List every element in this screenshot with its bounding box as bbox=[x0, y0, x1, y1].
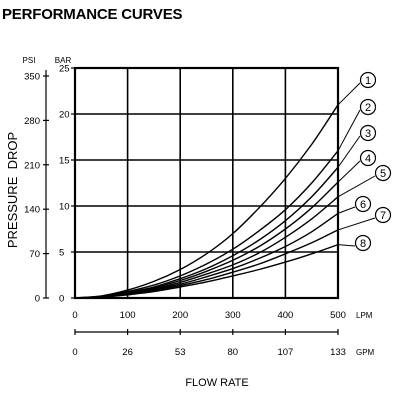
psi-tick-label: 210 bbox=[24, 160, 40, 171]
bar-tick-label: 10 bbox=[59, 202, 70, 213]
bar-tick-label: 15 bbox=[59, 156, 70, 167]
bar-tick-label: 25 bbox=[59, 64, 70, 75]
lpm-tick-label: 500 bbox=[330, 310, 346, 321]
label-circle-6 bbox=[354, 195, 372, 213]
label-circle-4 bbox=[359, 149, 377, 167]
lpm-unit-label: LPM bbox=[356, 311, 373, 320]
curve-1 bbox=[74, 104, 339, 299]
curve-label-2: 2 bbox=[365, 102, 371, 114]
psi-tick-label: 0 bbox=[35, 294, 40, 305]
gpm-tick-label: 133 bbox=[330, 347, 346, 358]
leader-line-7 bbox=[337, 217, 376, 231]
gpm-tick-label: 0 bbox=[72, 347, 77, 358]
label-circle-7 bbox=[374, 206, 392, 224]
lpm-tick-label: 300 bbox=[225, 310, 241, 321]
bar-unit-label: BAR bbox=[55, 56, 72, 65]
curve-8 bbox=[74, 243, 339, 299]
leader-line-8 bbox=[337, 244, 356, 247]
y-axis-bar: BAR 0 5 10 15 20 25 bbox=[55, 56, 75, 305]
lpm-tick-label: 400 bbox=[277, 310, 293, 321]
x-axis-title: FLOW RATE bbox=[185, 377, 248, 389]
label-circle-5 bbox=[374, 164, 392, 182]
psi-tick-label: 280 bbox=[24, 116, 40, 127]
gpm-tick-label: 107 bbox=[277, 347, 293, 358]
lpm-tick-label: 0 bbox=[72, 310, 77, 321]
x-axis-lpm: 0 100 200 300 400 500 LPM bbox=[72, 310, 372, 321]
leader-line-4 bbox=[337, 160, 361, 183]
leader-line-2 bbox=[337, 109, 361, 152]
label-circle-1 bbox=[359, 71, 377, 89]
label-circle-3 bbox=[359, 124, 377, 142]
curve-label-7: 7 bbox=[380, 210, 386, 222]
gpm-tick-label: 53 bbox=[175, 347, 186, 358]
lpm-tick-label: 200 bbox=[172, 310, 188, 321]
curves bbox=[74, 104, 339, 299]
leader-line-1 bbox=[337, 82, 361, 106]
curve-2 bbox=[74, 150, 339, 299]
y-axis-title: PRESSURE DROP bbox=[5, 132, 20, 248]
curve-6 bbox=[74, 212, 339, 299]
label-circle-8 bbox=[354, 234, 372, 252]
leader-line-3 bbox=[337, 135, 361, 168]
bar-tick-label: 0 bbox=[59, 294, 64, 305]
curve-label-4: 4 bbox=[365, 153, 371, 165]
psi-unit-label: PSI bbox=[23, 56, 36, 65]
bar-tick-label: 20 bbox=[59, 110, 70, 121]
lpm-tick-label: 100 bbox=[120, 310, 136, 321]
leader-line-5 bbox=[337, 175, 376, 198]
chart-title: PERFORMANCE CURVES bbox=[2, 6, 183, 23]
curve-label-5: 5 bbox=[380, 168, 386, 180]
label-circle-2 bbox=[359, 98, 377, 116]
curve-5 bbox=[74, 196, 339, 299]
leader-line-6 bbox=[337, 206, 356, 214]
gpm-tick-label: 80 bbox=[228, 347, 239, 358]
curve-3 bbox=[74, 166, 339, 299]
psi-tick-label: 350 bbox=[24, 71, 40, 82]
y-axis-psi: PSI 0 70 140 210 280 350 bbox=[23, 56, 49, 305]
gpm-unit-label: GPM bbox=[356, 348, 375, 357]
curve-label-3: 3 bbox=[365, 128, 371, 140]
gpm-tick-label: 26 bbox=[122, 347, 133, 358]
bar-tick-label: 5 bbox=[59, 248, 64, 259]
x-axis-gpm: 0 26 53 80 107 133 GPM bbox=[72, 329, 375, 358]
curve-label-8: 8 bbox=[360, 238, 366, 250]
psi-tick-label: 140 bbox=[24, 205, 40, 216]
curve-label-6: 6 bbox=[360, 199, 366, 211]
psi-tick-label: 70 bbox=[29, 249, 40, 260]
curve-label-1: 1 bbox=[365, 75, 371, 87]
curve-labels: 1 2 3 45 6 7 8 bbox=[337, 71, 392, 252]
